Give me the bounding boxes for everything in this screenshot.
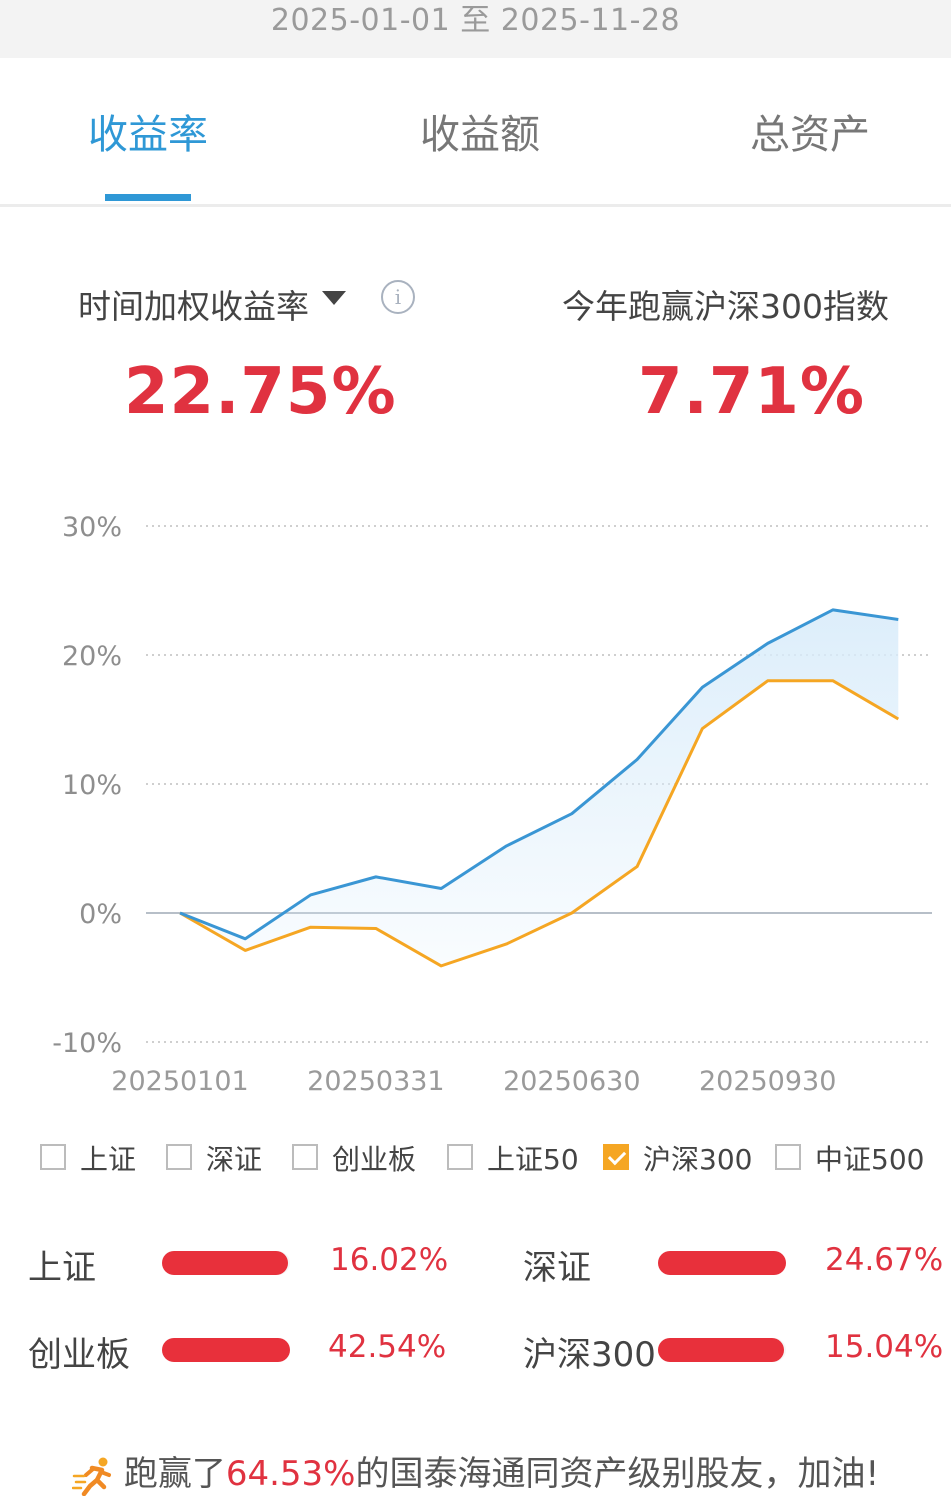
index-bar-track (658, 1251, 786, 1275)
x-tick-label: 20250331 (307, 1066, 444, 1097)
checkbox[interactable] (447, 1144, 473, 1170)
index-label-chinext: 创业板 (28, 1335, 130, 1375)
checkbox[interactable] (40, 1144, 66, 1170)
tab-total-assets[interactable]: 总资产 (750, 112, 870, 158)
footer-prefix: 跑赢了 (123, 1454, 226, 1494)
portfolio-return-line (179, 608, 899, 941)
tab-bar: 收益率 收益额 总资产 (0, 58, 951, 207)
y-tick-label: 10% (62, 770, 122, 801)
checkbox[interactable] (166, 1144, 192, 1170)
index-bar-csi300 (658, 1338, 784, 1362)
index-value-szse: 24.67% (825, 1242, 944, 1278)
checkbox[interactable] (292, 1144, 318, 1170)
date-range[interactable]: 2025-01-01 至 2025-11-28 (0, 0, 951, 58)
index-label-szse: 深证 (523, 1248, 591, 1288)
legend-label: 创业板 (332, 1143, 417, 1176)
legend-label: 上证50 (487, 1143, 579, 1176)
index-bar-track (162, 1338, 290, 1362)
benchmark-legend: 上证 深证 创业板 上证50 沪深300 中证500 (0, 1138, 951, 1178)
beat-index-value: 7.71% (638, 355, 866, 429)
index-value-csi300: 15.04% (825, 1329, 944, 1365)
x-tick-label: 20250930 (699, 1066, 836, 1097)
y-tick-label: 30% (62, 512, 122, 543)
index-bar-szse (658, 1251, 786, 1275)
active-tab-indicator (105, 194, 191, 201)
running-man-icon (71, 1457, 111, 1496)
x-tick-label: 20250630 (503, 1066, 640, 1097)
legend-label: 深证 (206, 1143, 263, 1176)
twr-label[interactable]: 时间加权收益率 (78, 287, 309, 326)
index-bar-track (658, 1338, 786, 1362)
y-tick-label: 20% (62, 641, 122, 672)
legend-label: 沪深300 (643, 1143, 753, 1176)
checkbox-checked[interactable] (603, 1144, 629, 1170)
twr-value: 22.75% (124, 355, 397, 429)
index-value-sse: 16.02% (330, 1242, 449, 1278)
index-bar-sse (162, 1251, 288, 1275)
footer-percentile: 64.53% (225, 1454, 356, 1494)
legend-label: 上证 (80, 1143, 137, 1176)
csi300-line (179, 679, 900, 968)
dropdown-caret-icon[interactable] (322, 291, 346, 305)
beat-index-label: 今年跑赢沪深300指数 (562, 287, 889, 326)
legend-label: 中证500 (815, 1143, 925, 1176)
index-bar-chinext (162, 1338, 290, 1362)
return-chart: 30% 20% 10% 0% -10% 20250101 20250331 20250630 2… (52, 512, 932, 1097)
ranking-footer: 跑赢了64.53%的国泰海通同资产级别股友，加油! (0, 1446, 951, 1496)
y-tick-label: 0% (79, 899, 122, 930)
tab-return-amount[interactable]: 收益额 (420, 112, 540, 158)
area-between-fill (180, 609, 899, 966)
info-icon[interactable]: i (381, 280, 415, 314)
index-value-chinext: 42.54% (328, 1329, 447, 1365)
tab-return-rate[interactable]: 收益率 (88, 112, 208, 158)
index-bar-track (162, 1251, 290, 1275)
footer-suffix: 的国泰海通同资产级别股友，加油! (355, 1454, 880, 1494)
index-label-sse: 上证 (28, 1248, 96, 1288)
x-tick-label: 20250101 (111, 1066, 248, 1097)
checkbox[interactable] (775, 1144, 801, 1170)
y-tick-label: -10% (52, 1028, 122, 1059)
index-label-csi300: 沪深300 (523, 1335, 656, 1375)
